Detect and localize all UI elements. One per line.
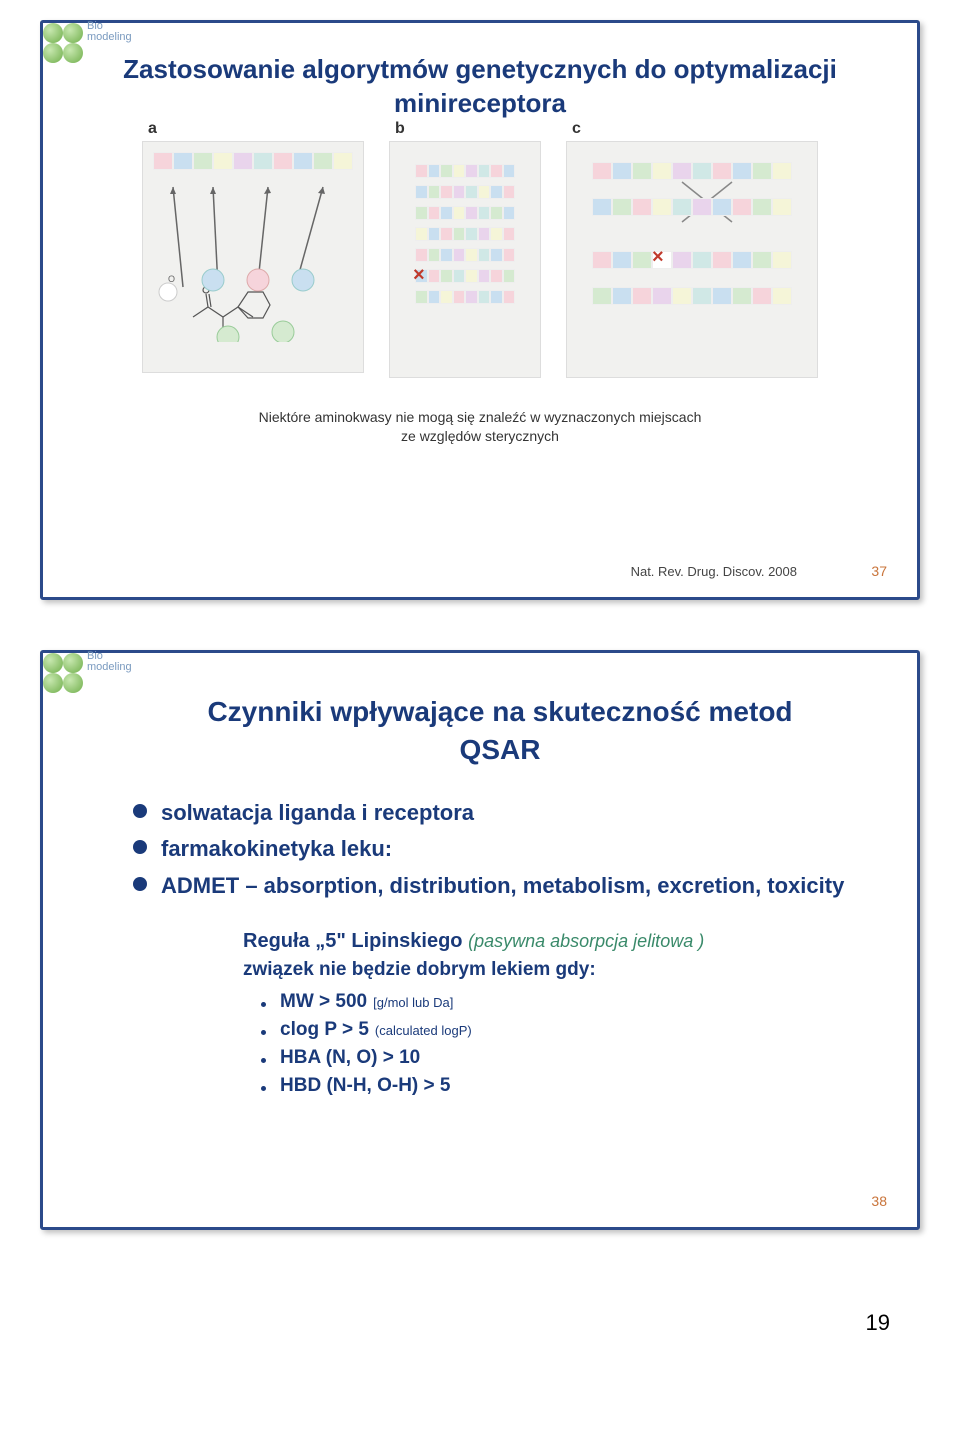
rule-item-main: HBD (N-H, O-H) > 5 <box>280 1075 450 1097</box>
lipinski-rule-block: Reguła „5" Lipinskiego (pasywna absorpcj… <box>243 930 887 1097</box>
rule-item-main: clog P > 5 <box>280 1019 369 1041</box>
logo-tag: Biomodeling <box>87 651 132 673</box>
caption-line1: Niektóre aminokwasy nie mogą się znaleźć… <box>259 409 702 425</box>
dot-icon <box>261 1002 266 1007</box>
logo-tag: Biomodeling <box>87 21 132 43</box>
rule-item: clog P > 5 (calculated logP) <box>261 1019 887 1041</box>
rule-subtitle: związek nie będzie dobrym lekiem gdy: <box>243 959 887 981</box>
x-mark-icon: × <box>413 265 425 285</box>
bullet-item: ADMET – absorption, distribution, metabo… <box>133 872 887 901</box>
dot-icon <box>261 1030 266 1035</box>
panel-c-label: c <box>572 120 581 138</box>
x-mark-icon: × <box>652 247 664 267</box>
logo-icon: Biomodeling <box>41 651 89 699</box>
panel-b-label: b <box>395 120 405 138</box>
page-number: 19 <box>40 1280 920 1346</box>
slide-1: Biomodeling Zastosowanie algorytmów gene… <box>40 20 920 600</box>
rule-item: HBA (N, O) > 10 <box>261 1047 887 1069</box>
bullet-text: solwatacja liganda i receptora <box>161 799 474 828</box>
slide1-title: Zastosowanie algorytmów genetycznych do … <box>113 53 847 121</box>
bullet-text: farmakokinetyka leku: <box>161 835 392 864</box>
rule-title-sub: (pasywna absorpcja jelitowa ) <box>468 931 704 951</box>
rule-title: Reguła „5" Lipinskiego (pasywna absorpcj… <box>243 930 887 953</box>
rule-item: HBD (N-H, O-H) > 5 <box>261 1075 887 1097</box>
bullet-disc-icon <box>133 804 147 818</box>
dot-icon <box>261 1086 266 1091</box>
panel-a-label: a <box>148 120 157 138</box>
slide1-number: 37 <box>871 563 887 579</box>
rule-item-main: HBA (N, O) > 10 <box>280 1047 420 1069</box>
bullet-disc-icon <box>133 840 147 854</box>
slide2-title: Czynniki wpływające na skuteczność metod… <box>173 693 827 769</box>
panel-c: c × <box>566 141 818 378</box>
page-container: Biomodeling Zastosowanie algorytmów gene… <box>0 0 960 1356</box>
rule-item-main: MW > 500 <box>280 991 367 1013</box>
sequence-strip-a <box>153 152 353 170</box>
bullet-disc-icon <box>133 877 147 891</box>
bullet-item: farmakokinetyka leku: <box>133 835 887 864</box>
bullet-text: ADMET – absorption, distribution, metabo… <box>161 872 844 901</box>
svg-text:O: O <box>168 274 175 284</box>
slide2-number: 38 <box>871 1193 887 1209</box>
slide1-caption: Niektóre aminokwasy nie mogą się znaleźć… <box>73 408 887 447</box>
panel-a-svg: O <box>148 172 348 342</box>
caption-line2: ze względów sterycznych <box>401 428 559 444</box>
logo-icon: Biomodeling <box>41 21 89 69</box>
slide1-citation: Nat. Rev. Drug. Discov. 2008 <box>631 564 797 579</box>
dot-icon <box>261 1058 266 1063</box>
figure-row: a <box>73 141 887 378</box>
slide-2: Biomodeling Czynniki wpływające na skute… <box>40 650 920 1230</box>
rule-item-small: [g/mol lub Da] <box>373 995 453 1010</box>
bullet-list: solwatacja liganda i receptora farmakoki… <box>133 799 887 901</box>
rule-item-small: (calculated logP) <box>375 1023 472 1038</box>
panel-a: a <box>142 141 364 373</box>
bullet-item: solwatacja liganda i receptora <box>133 799 887 828</box>
rule-title-main: Reguła „5" Lipinskiego <box>243 930 463 952</box>
rule-item: MW > 500 [g/mol lub Da] <box>261 991 887 1013</box>
panel-b: b × <box>389 141 541 378</box>
